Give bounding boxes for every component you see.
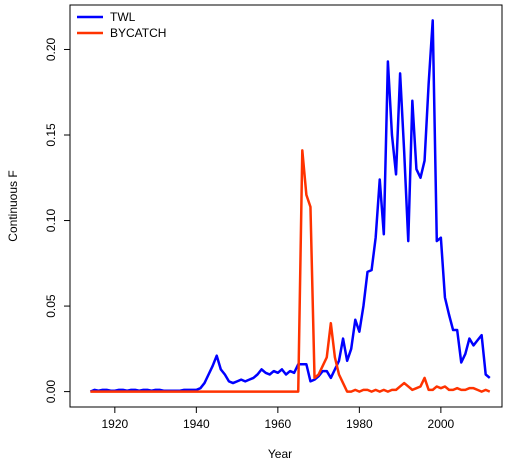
legend-label: BYCATCH xyxy=(110,26,166,40)
x-tick-label: 1940 xyxy=(183,417,210,431)
legend-label: TWL xyxy=(110,10,136,24)
data-line xyxy=(89,19,491,393)
x-tick-label: 1980 xyxy=(346,417,373,431)
y-tick-label: 0.15 xyxy=(44,123,58,147)
x-tick-label: 2000 xyxy=(428,417,455,431)
x-tick-label: 1920 xyxy=(101,417,128,431)
x-tick-label: 1960 xyxy=(264,417,291,431)
y-tick-label: 0.00 xyxy=(44,380,58,404)
y-tick-label: 0.20 xyxy=(44,37,58,61)
y-axis-label: Continuous F xyxy=(6,170,20,241)
plot-frame xyxy=(69,4,503,408)
data-line xyxy=(90,149,491,393)
x-axis-label: Year xyxy=(268,447,292,461)
y-tick-label: 0.10 xyxy=(44,209,58,233)
y-tick-label: 0.05 xyxy=(44,294,58,318)
